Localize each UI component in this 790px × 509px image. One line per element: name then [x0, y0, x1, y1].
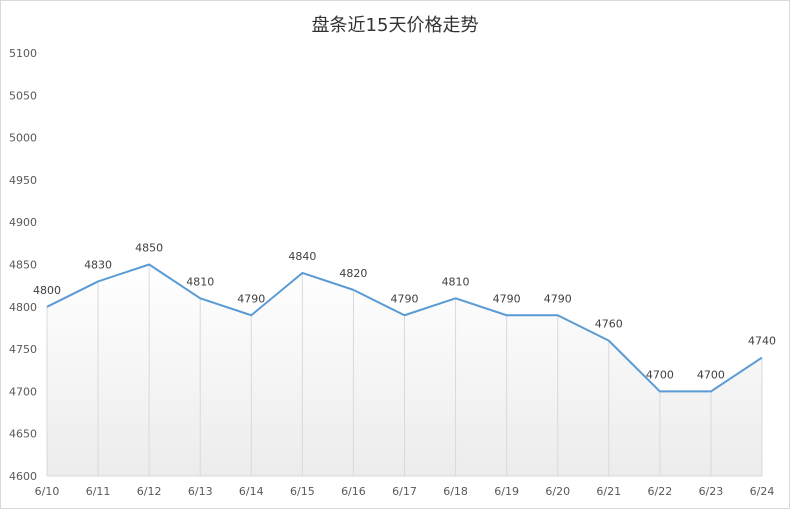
data-label: 4810	[186, 275, 214, 288]
x-tick-label: 6/14	[239, 485, 264, 498]
data-label: 4830	[84, 258, 112, 271]
y-tick-label: 4700	[9, 385, 37, 398]
y-tick-label: 4900	[9, 216, 37, 229]
x-tick-label: 6/12	[137, 485, 162, 498]
x-tick-label: 6/11	[86, 485, 111, 498]
x-tick-label: 6/24	[750, 485, 775, 498]
data-label: 4850	[135, 242, 163, 255]
y-tick-label: 4950	[9, 174, 37, 187]
x-tick-label: 6/23	[699, 485, 724, 498]
y-tick-label: 4850	[9, 259, 37, 272]
data-label: 4790	[391, 292, 419, 305]
data-label: 4810	[442, 275, 470, 288]
x-tick-label: 6/19	[494, 485, 519, 498]
data-label: 4790	[493, 292, 521, 305]
y-tick-label: 4650	[9, 428, 37, 441]
y-tick-label: 5050	[9, 89, 37, 102]
y-tick-label: 5000	[9, 132, 37, 145]
data-label: 4760	[595, 318, 623, 331]
data-label: 4820	[339, 267, 367, 280]
y-tick-label: 5100	[9, 47, 37, 60]
y-tick-label: 4800	[9, 301, 37, 314]
x-tick-label: 6/21	[596, 485, 621, 498]
x-tick-label: 6/15	[290, 485, 315, 498]
data-label: 4700	[697, 368, 725, 381]
x-tick-label: 6/13	[188, 485, 213, 498]
chart-title: 盘条近15天价格走势	[311, 15, 479, 36]
x-tick-label: 6/18	[443, 485, 468, 498]
data-label: 4700	[646, 368, 674, 381]
y-tick-label: 4750	[9, 343, 37, 356]
data-label: 4790	[544, 292, 572, 305]
x-tick-label: 6/20	[545, 485, 570, 498]
x-tick-label: 6/10	[35, 485, 60, 498]
data-label: 4790	[237, 292, 265, 305]
y-tick-label: 4600	[9, 470, 37, 483]
series-line	[46, 263, 763, 393]
x-tick-label: 6/17	[392, 485, 417, 498]
data-label: 4800	[33, 284, 61, 297]
x-tick-label: 6/16	[341, 485, 366, 498]
data-label: 4740	[748, 335, 776, 348]
x-tick-label: 6/22	[648, 485, 673, 498]
data-label: 4840	[288, 250, 316, 263]
